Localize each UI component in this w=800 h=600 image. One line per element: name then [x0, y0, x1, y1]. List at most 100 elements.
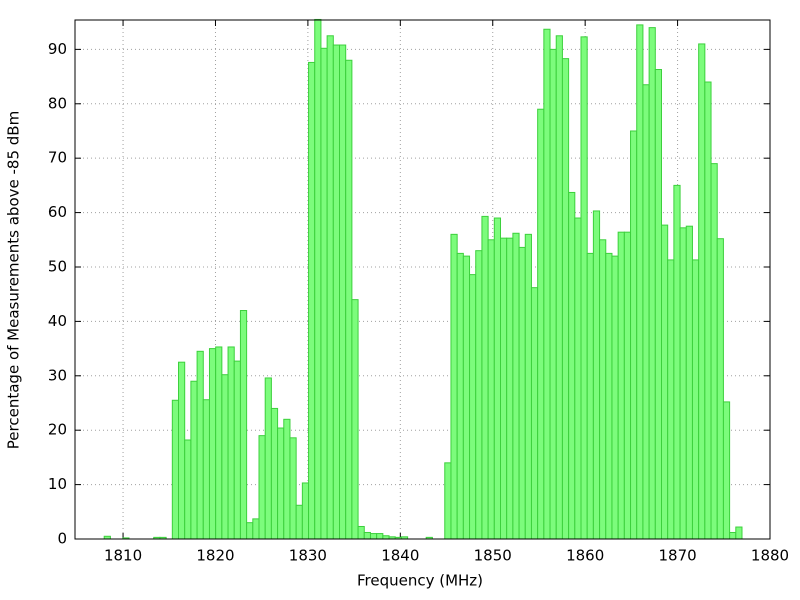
- bar: [642, 84, 650, 540]
- x-tick-label: 1880: [751, 547, 789, 565]
- bar: [301, 482, 310, 540]
- bar: [617, 231, 625, 540]
- bar: [190, 380, 198, 540]
- bar: [239, 310, 248, 540]
- bar: [555, 35, 563, 540]
- bar: [679, 227, 687, 540]
- x-tick-label: 1860: [566, 547, 604, 565]
- bar: [277, 427, 285, 540]
- bar: [636, 24, 644, 540]
- bar: [462, 255, 471, 540]
- bar: [357, 525, 365, 540]
- x-tick-label: 1810: [104, 547, 142, 565]
- bar: [586, 252, 594, 540]
- bar: [673, 184, 681, 540]
- bar: [227, 346, 235, 540]
- bar: [512, 232, 520, 540]
- bar: [320, 47, 328, 540]
- bar: [648, 27, 656, 540]
- x-tick-label: 1840: [381, 547, 419, 565]
- bar: [345, 59, 353, 540]
- bar: [691, 259, 700, 540]
- bar: [487, 239, 495, 540]
- bar: [252, 518, 260, 540]
- bar: [611, 255, 619, 540]
- bar: [202, 399, 210, 540]
- bar: [221, 374, 229, 540]
- bar: [729, 531, 737, 540]
- bar: [246, 522, 254, 540]
- bar: [363, 531, 371, 540]
- bar: [518, 246, 526, 540]
- bar: [698, 43, 706, 540]
- bar: [295, 504, 303, 540]
- bar: [339, 44, 347, 540]
- bar: [351, 299, 359, 540]
- bar: [469, 274, 477, 540]
- bar: [208, 348, 217, 540]
- y-tick-label: 20: [48, 421, 67, 439]
- bar: [258, 435, 266, 540]
- bar: [326, 35, 334, 540]
- bar: [623, 231, 632, 540]
- bar: [561, 58, 570, 540]
- bar: [537, 108, 545, 540]
- y-tick-label: 40: [48, 312, 67, 330]
- bar: [215, 346, 223, 540]
- bar: [456, 252, 464, 540]
- bar: [710, 163, 718, 540]
- bar: [543, 28, 551, 540]
- bar: [481, 215, 489, 540]
- bar: [722, 401, 731, 540]
- bar: [704, 81, 712, 540]
- bar: [450, 233, 458, 540]
- bar: [580, 36, 588, 540]
- bar: [332, 44, 341, 540]
- y-tick-label: 90: [48, 40, 67, 58]
- bar: [524, 233, 532, 540]
- y-axis-label: Percentage of Measurements above -85 dBm: [5, 111, 23, 449]
- bar: [599, 239, 607, 540]
- bar: [308, 61, 316, 540]
- x-tick-label: 1830: [289, 547, 327, 565]
- bar: [667, 259, 675, 540]
- bar: [716, 238, 724, 540]
- bar: [314, 18, 322, 540]
- bar: [196, 350, 204, 540]
- bar: [233, 360, 241, 540]
- bar: [500, 237, 508, 540]
- bar: [369, 533, 378, 540]
- bar: [444, 462, 452, 540]
- bar: [685, 225, 693, 540]
- bar: [660, 224, 669, 540]
- bar: [289, 437, 297, 540]
- y-tick-label: 10: [48, 475, 67, 493]
- x-tick-label: 1870: [658, 547, 696, 565]
- bar: [283, 418, 291, 540]
- bar: [376, 533, 384, 540]
- x-tick-label: 1820: [196, 547, 234, 565]
- bar: [592, 210, 601, 540]
- bar: [574, 217, 582, 540]
- bar: [178, 361, 186, 540]
- bar: [506, 237, 514, 540]
- bar: [605, 252, 613, 540]
- bar: [654, 69, 662, 540]
- x-axis-label: Frequency (MHz): [357, 572, 483, 590]
- bar: [530, 287, 539, 540]
- bar: [171, 399, 180, 540]
- bar: [549, 48, 557, 540]
- bar: [270, 407, 279, 540]
- bar: [493, 217, 502, 540]
- x-tick-label: 1850: [474, 547, 512, 565]
- y-tick-label: 70: [48, 149, 67, 167]
- y-tick-label: 60: [48, 203, 67, 221]
- y-tick-label: 30: [48, 366, 67, 384]
- bar: [735, 526, 743, 540]
- y-tick-label: 80: [48, 94, 67, 112]
- bar: [630, 130, 638, 540]
- bar: [475, 250, 483, 540]
- bar: [264, 377, 272, 540]
- y-tick-label: 0: [57, 530, 67, 548]
